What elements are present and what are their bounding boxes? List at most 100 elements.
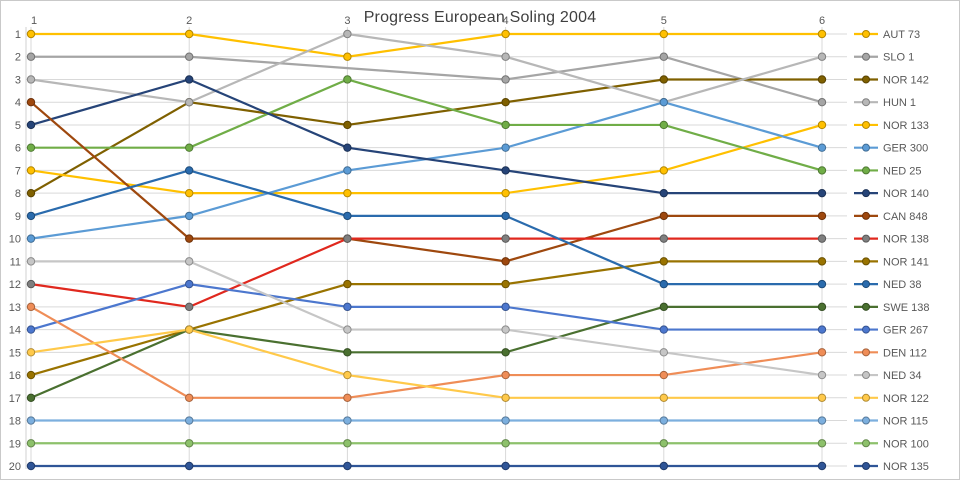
legend-label: NOR 140 [883, 188, 929, 200]
legend-swatch-marker [862, 143, 870, 152]
data-point-NOR-100 [185, 439, 194, 448]
legend-swatch-marker [862, 393, 870, 402]
data-point-GER-300 [817, 143, 827, 152]
legend-label: NOR 138 [883, 234, 929, 246]
legend-label: NOR 122 [883, 393, 929, 405]
data-point-NOR-115 [501, 416, 510, 425]
legend-label: GER 267 [883, 325, 928, 337]
data-point-NED-38 [659, 279, 668, 289]
data-point-GER-267 [26, 325, 36, 334]
data-point-NOR-141 [26, 370, 36, 380]
legend-label: NED 38 [883, 279, 922, 291]
y-axis-label: 20 [9, 461, 21, 473]
legend-swatch-marker [862, 325, 870, 334]
y-axis-label: 5 [15, 120, 21, 132]
data-point-NOR-122 [26, 348, 36, 357]
legend-swatch-marker [862, 348, 870, 357]
y-axis-label: 15 [9, 347, 21, 359]
x-axis-label: 1 [31, 15, 37, 27]
data-point-NOR-138 [26, 279, 36, 289]
data-point-DEN-112 [817, 348, 827, 357]
data-point-NOR-133 [185, 188, 194, 198]
y-axis-label: 16 [9, 370, 21, 382]
data-point-NED-25 [817, 166, 827, 175]
data-point-CAN-848 [185, 234, 194, 243]
legend-label: CAN 848 [883, 211, 928, 223]
data-point-NOR-122 [817, 393, 827, 402]
legend-label: NOR 141 [883, 256, 929, 268]
data-point-NOR-140 [501, 166, 510, 175]
data-point-NOR-135 [659, 461, 668, 471]
data-point-NOR-140 [26, 120, 36, 130]
data-point-NOR-100 [659, 439, 668, 448]
data-point-NED-25 [501, 120, 510, 130]
legend-swatch-marker [862, 257, 870, 266]
data-point-NED-38 [501, 211, 510, 221]
legend-swatch-marker [862, 371, 870, 380]
data-point-NOR-142 [26, 188, 36, 198]
series-line-NOR-140 [29, 78, 824, 195]
legend-swatch-marker [862, 30, 870, 38]
legend-label: DEN 112 [883, 347, 927, 359]
y-axis-label: 8 [15, 188, 21, 200]
legend-swatch-marker [862, 75, 870, 84]
data-point-NED-38 [26, 211, 36, 221]
data-point-DEN-112 [659, 370, 668, 380]
data-point-GER-267 [185, 279, 194, 289]
legend-swatch-marker [862, 280, 870, 289]
legend-swatch-marker [862, 120, 870, 129]
series-line-NED-38 [29, 169, 824, 286]
data-point-NOR-141 [817, 257, 827, 266]
data-point-NOR-140 [343, 143, 352, 152]
data-point-NOR-100 [26, 439, 36, 448]
data-point-HUN-1 [817, 52, 827, 61]
series-line-GER-267 [29, 283, 824, 331]
x-axis-label: 4 [503, 15, 509, 27]
data-point-AUT-73 [26, 29, 36, 39]
data-point-NOR-122 [343, 370, 352, 380]
data-point-SLO-1 [817, 98, 827, 107]
data-point-NOR-135 [501, 461, 510, 471]
data-point-NOR-138 [501, 234, 510, 243]
data-point-NOR-142 [343, 120, 352, 130]
data-point-GER-267 [659, 325, 668, 334]
series-line-NED-25 [29, 78, 824, 172]
series-line-NOR-142 [29, 78, 824, 195]
data-point-NOR-140 [185, 75, 194, 84]
data-point-NED-38 [343, 211, 352, 221]
data-point-DEN-112 [185, 393, 194, 402]
data-point-SLO-1 [659, 52, 668, 61]
data-point-NED-38 [817, 279, 827, 289]
data-point-DEN-112 [501, 370, 510, 380]
data-point-GER-300 [26, 234, 36, 243]
x-axis-label: 3 [344, 15, 350, 27]
data-point-GER-300 [343, 166, 352, 175]
legend-swatch-marker [862, 211, 870, 220]
data-point-HUN-1 [185, 98, 194, 107]
data-point-SWE-138 [659, 302, 668, 312]
data-point-HUN-1 [343, 29, 352, 39]
series-line-NOR-133 [29, 123, 824, 195]
data-point-NOR-133 [659, 166, 668, 175]
legend-swatch-marker [862, 462, 870, 471]
series-line-HUN-1 [29, 32, 824, 104]
data-point-NOR-135 [26, 461, 36, 471]
data-point-SWE-138 [343, 348, 352, 357]
data-point-NOR-140 [817, 188, 827, 198]
y-axis-label: 11 [10, 256, 21, 268]
data-point-SWE-138 [501, 348, 510, 357]
data-point-NOR-138 [817, 234, 827, 243]
data-point-NED-25 [185, 143, 194, 152]
data-point-SLO-1 [501, 75, 510, 84]
data-point-NED-25 [343, 75, 352, 84]
data-point-HUN-1 [26, 75, 36, 84]
data-point-NOR-142 [659, 75, 668, 84]
legend-label: SLO 1 [883, 52, 914, 64]
y-axis-label: 17 [9, 393, 21, 405]
data-point-CAN-848 [817, 211, 827, 221]
legend-swatch-marker [862, 189, 870, 198]
data-point-NOR-100 [343, 439, 352, 448]
data-point-GER-300 [501, 143, 510, 152]
